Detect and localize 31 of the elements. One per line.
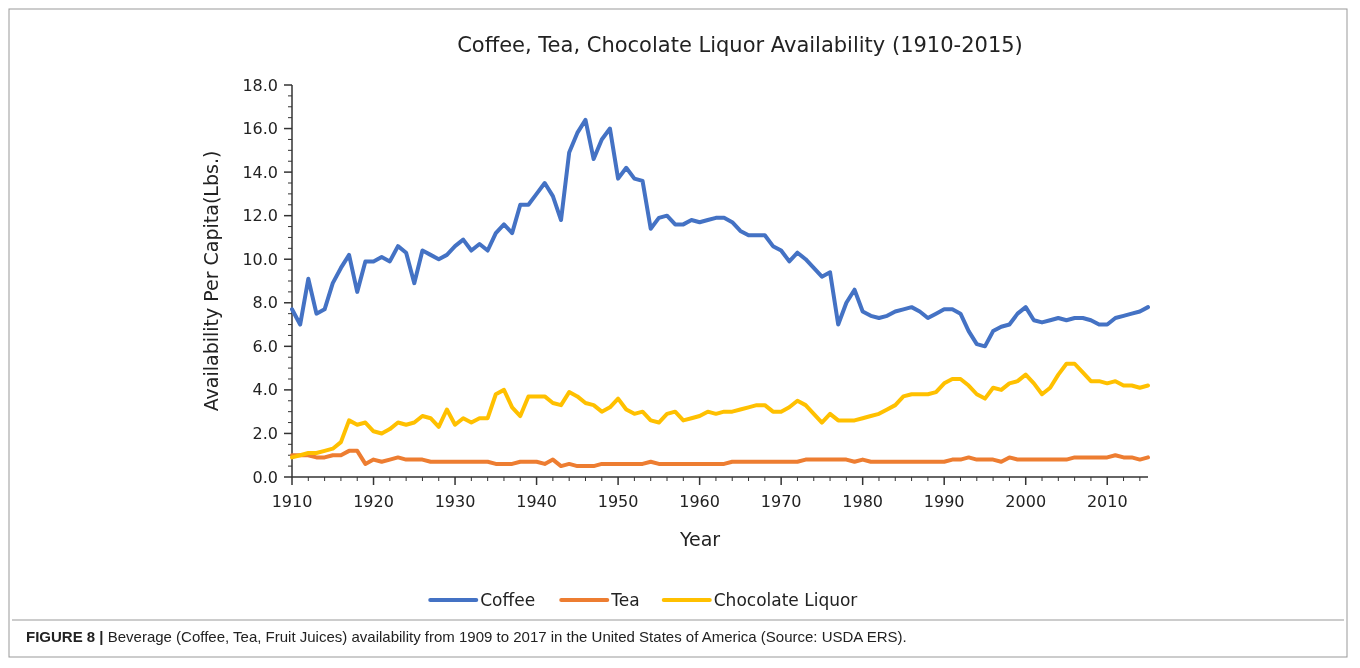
line-series: [290, 117, 1150, 349]
y-tick-label: 0.0: [252, 467, 278, 487]
x-axis-title: Year: [678, 528, 721, 550]
x-tick-label: 1940: [516, 492, 557, 511]
y-tick-label: 6.0: [252, 336, 278, 356]
y-tick-label: 4.0: [252, 380, 278, 400]
y-tick-label: 14.0: [242, 162, 278, 182]
chart-title: Coffee, Tea, Chocolate Liquor Availability (1910-2015): [457, 33, 1023, 57]
x-tick-label: 1960: [679, 492, 720, 511]
y-tick-label: 16.0: [242, 119, 278, 139]
caption: FIGURE 8 | Beverage (Coffee, Tea, Fruit Juices) availability from 1909 to 2017 in the United States of America (Source: USDA ERS).: [26, 628, 907, 645]
y-axis-title: Availability Per Capita(Lbs.): [200, 150, 222, 412]
y-tick-label: 8.0: [252, 293, 278, 313]
y-tick-label: 10.0: [242, 249, 278, 269]
legend-label: Tea: [610, 589, 640, 610]
line-series: [290, 361, 1150, 460]
x-tick-label: 1910: [271, 492, 313, 511]
y-tick-label: 18.0: [242, 75, 278, 95]
y-tick-label: 12.0: [242, 206, 278, 226]
x-tick-label: 2010: [1086, 492, 1128, 511]
x-tick-label: 2000: [1005, 492, 1047, 511]
x-tick-label: 1930: [434, 492, 476, 511]
x-tick-label: 1970: [760, 492, 802, 511]
x-tick-label: 1990: [923, 492, 965, 511]
line-series: [290, 448, 1150, 469]
x-tick-label: 1920: [353, 492, 394, 511]
x-tick-label: 1950: [597, 492, 639, 511]
x-tick-label: 1980: [842, 492, 884, 511]
legend-label: Chocolate Liquor: [713, 589, 858, 610]
y-tick-label: 2.0: [252, 424, 278, 444]
legend-label: Coffee: [480, 589, 536, 610]
